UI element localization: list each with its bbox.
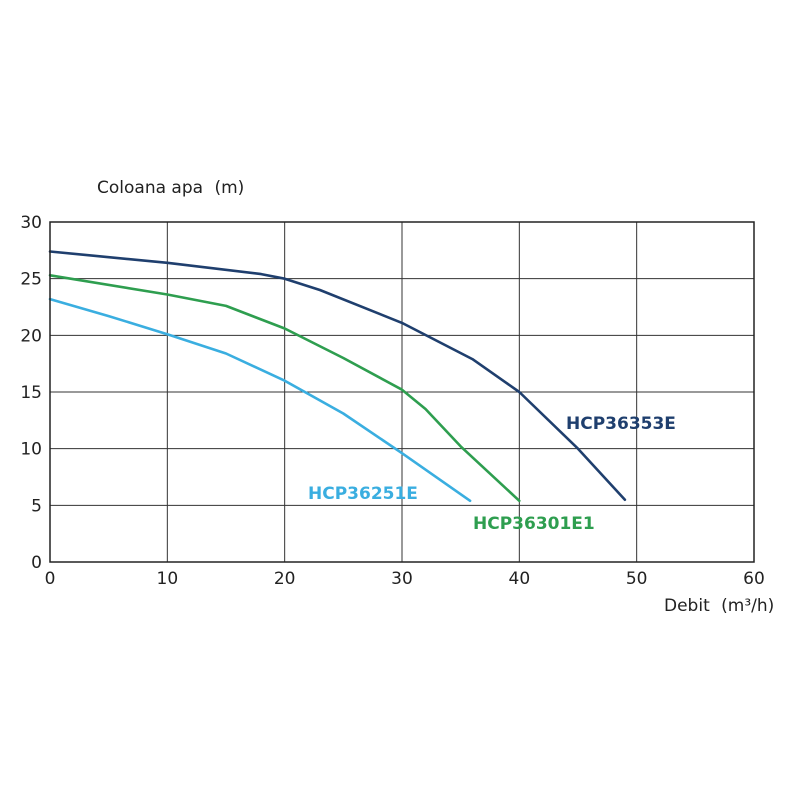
series-line-hcp36301e1 [48, 273, 521, 503]
x-tick-label: 50 [626, 569, 648, 589]
series-line-hcp36251e [48, 297, 472, 503]
x-tick-labels: 0 10 20 30 40 50 60 [45, 569, 765, 589]
y-tick-label: 10 [20, 440, 42, 460]
y-tick-labels: 0 5 10 15 20 25 30 [20, 213, 42, 573]
grid [49, 221, 755, 563]
x-axis-label: Debit (m³/h) [664, 596, 774, 616]
y-tick-label: 25 [20, 270, 42, 290]
x-tick-label: 40 [509, 569, 531, 589]
y-tick-label: 0 [31, 553, 42, 573]
x-tick-label: 20 [274, 569, 296, 589]
series-lines [48, 250, 627, 503]
y-tick-label: 30 [20, 213, 42, 233]
series-label-hcp36251e: HCP36251E [308, 484, 418, 504]
series-line-hcp36353e [48, 250, 627, 502]
plot-frame [49, 221, 755, 563]
x-tick-label: 60 [743, 569, 765, 589]
series-label-hcp36353e: HCP36353E [566, 414, 676, 434]
x-tick-label: 30 [391, 569, 413, 589]
y-tick-label: 5 [31, 496, 42, 516]
y-tick-label: 15 [20, 383, 42, 403]
y-axis-label: Coloana apa (m) [97, 178, 244, 198]
y-tick-label: 20 [20, 326, 42, 346]
x-tick-label: 0 [45, 569, 56, 589]
series-label-hcp36301e1: HCP36301E1 [473, 514, 595, 534]
x-tick-label: 10 [157, 569, 179, 589]
